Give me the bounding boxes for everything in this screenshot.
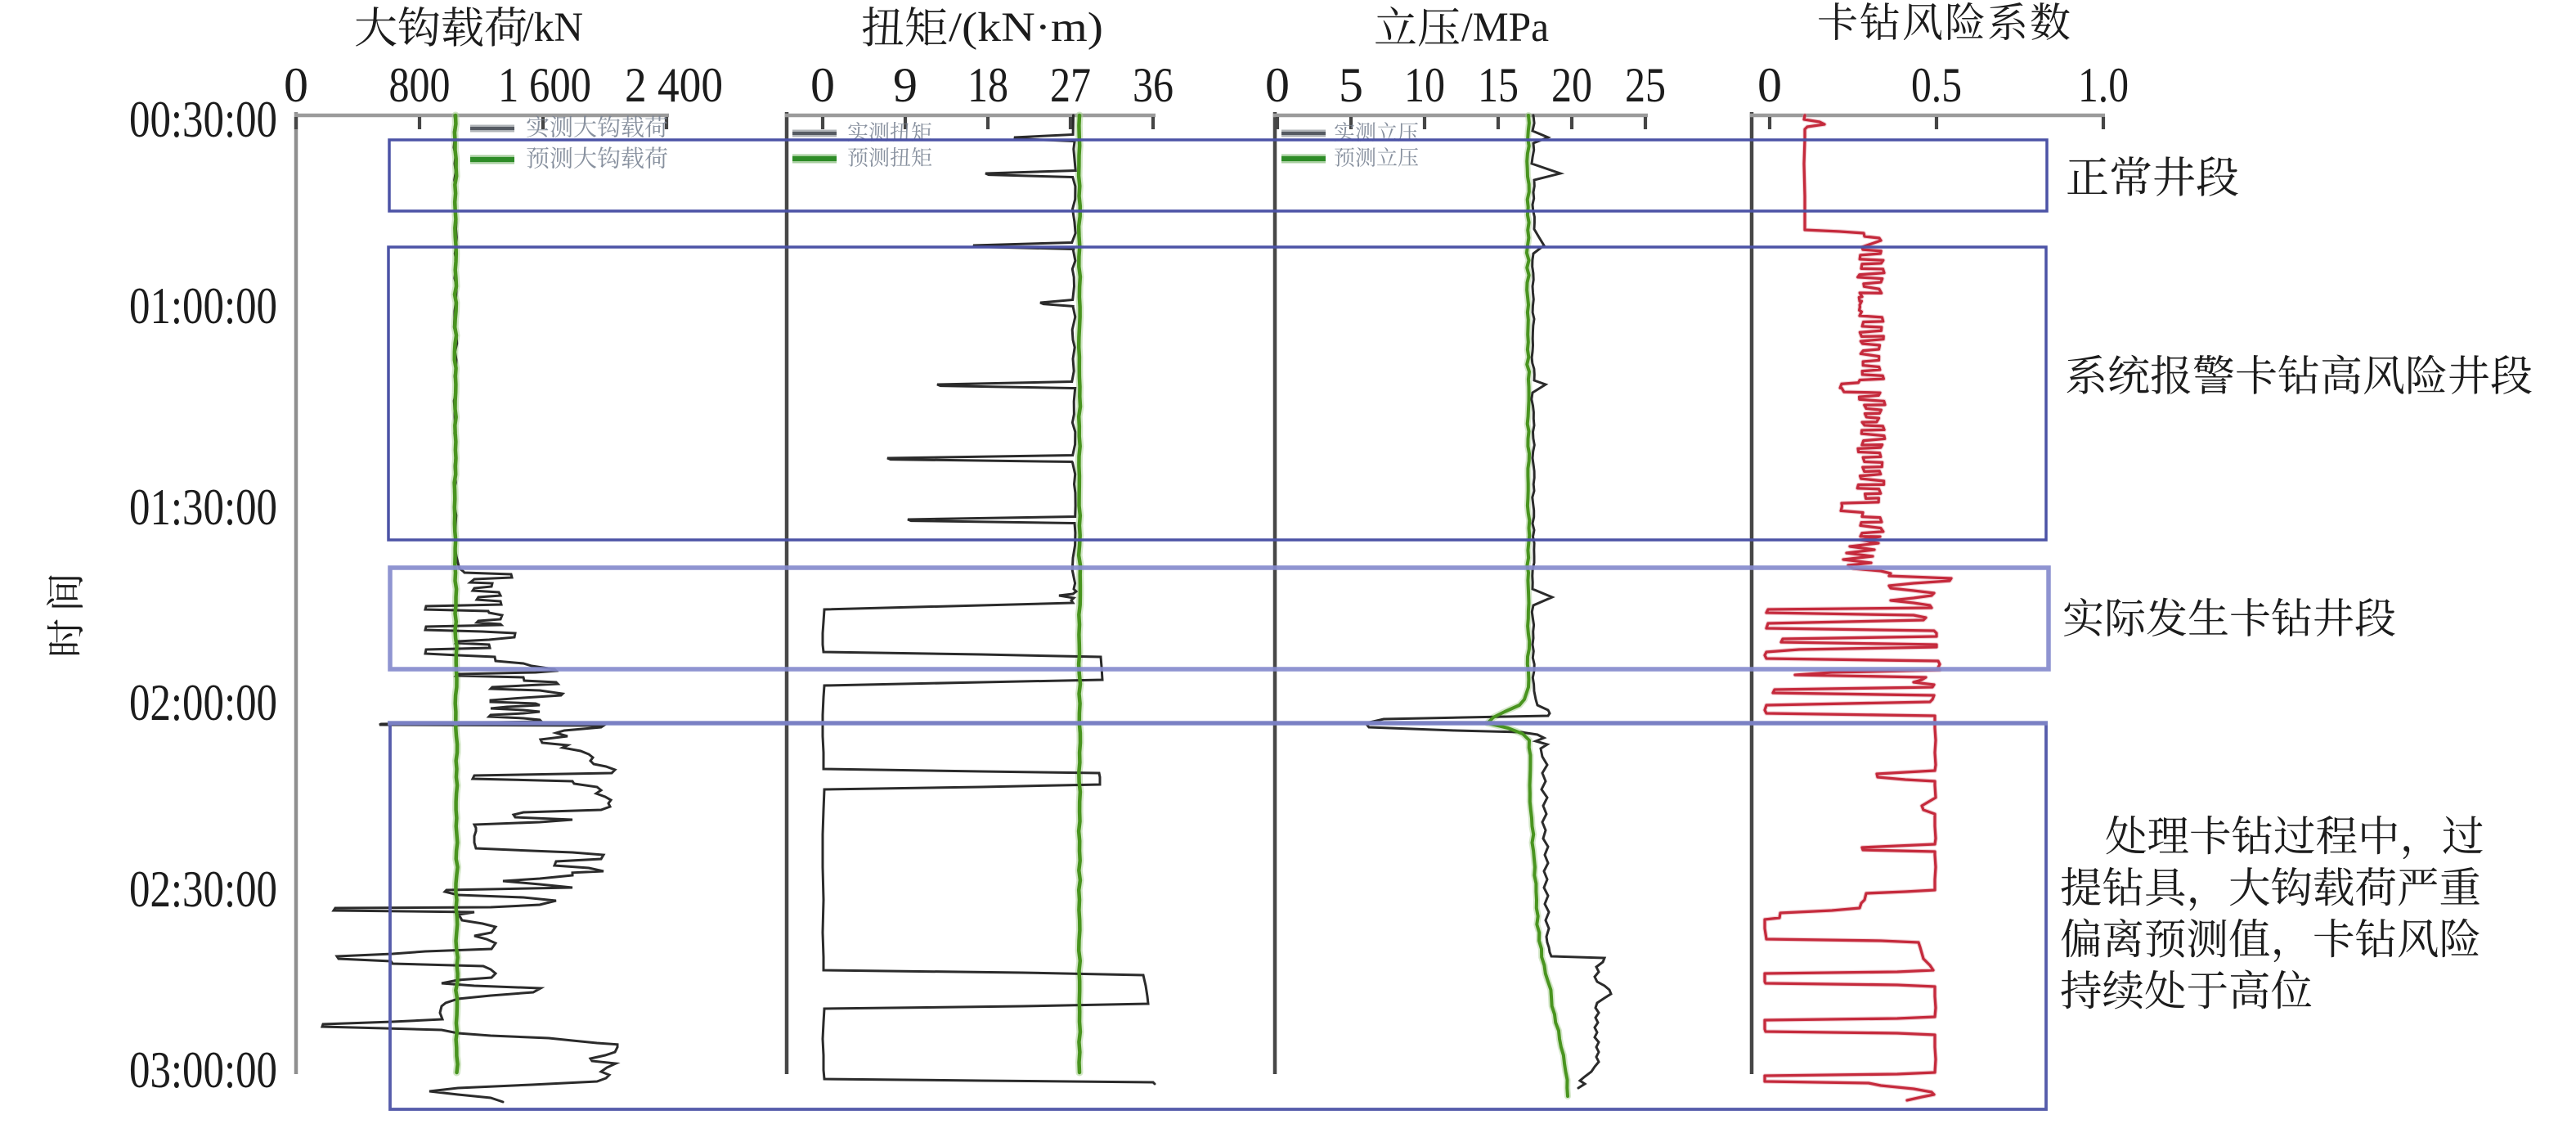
svg-text:18: 18: [967, 58, 1008, 112]
svg-text:1.0: 1.0: [2078, 58, 2129, 112]
svg-text:0: 0: [1265, 58, 1290, 112]
svg-text:01:00:00: 01:00:00: [129, 277, 277, 335]
svg-text:0: 0: [1757, 58, 1782, 112]
svg-text:00:30:00: 00:30:00: [129, 91, 277, 148]
svg-text:9: 9: [893, 58, 918, 112]
svg-text:01:30:00: 01:30:00: [129, 479, 277, 536]
svg-text:02:30:00: 02:30:00: [129, 861, 277, 918]
svg-text:0: 0: [810, 58, 835, 112]
svg-text:25: 25: [1625, 58, 1666, 112]
svg-text:/kN: /kN: [523, 5, 583, 51]
svg-text:1 600: 1 600: [498, 58, 591, 112]
svg-text:15: 15: [1478, 58, 1519, 112]
svg-text:2 400: 2 400: [625, 58, 723, 112]
svg-text:20: 20: [1551, 58, 1592, 112]
svg-text:02:00:00: 02:00:00: [129, 674, 277, 731]
svg-text:/(kN·m): /(kN·m): [949, 5, 1103, 51]
svg-text:0: 0: [284, 58, 308, 112]
svg-text:800: 800: [389, 58, 451, 112]
svg-text:/MPa: /MPa: [1461, 5, 1549, 51]
svg-text:10: 10: [1404, 58, 1445, 112]
svg-text:03:00:00: 03:00:00: [129, 1041, 277, 1099]
svg-text:27: 27: [1050, 58, 1091, 112]
svg-text:36: 36: [1133, 58, 1174, 112]
svg-text:5: 5: [1339, 58, 1363, 112]
svg-text:0.5: 0.5: [1911, 58, 1962, 112]
